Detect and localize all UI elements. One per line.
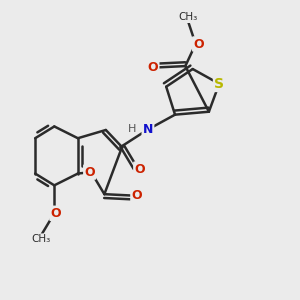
Text: O: O	[134, 163, 145, 176]
Text: CH₃: CH₃	[32, 234, 51, 244]
Text: O: O	[193, 38, 204, 50]
Text: S: S	[214, 77, 224, 91]
Text: O: O	[131, 189, 142, 202]
Text: H: H	[128, 124, 136, 134]
Text: O: O	[50, 207, 61, 220]
Text: O: O	[148, 61, 158, 74]
Text: CH₃: CH₃	[179, 13, 198, 22]
Text: O: O	[84, 166, 95, 178]
Text: N: N	[143, 124, 153, 136]
